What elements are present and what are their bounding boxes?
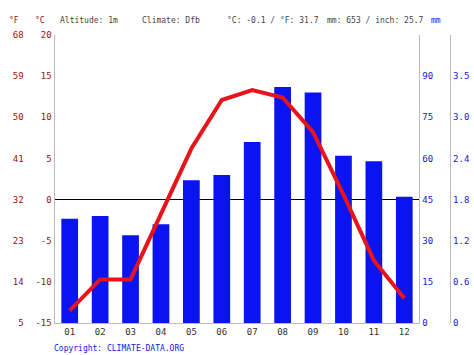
svg-text:10: 10 [338,327,349,337]
svg-text:60: 60 [422,154,433,164]
svg-text:-5: -5 [41,236,52,246]
svg-text:50: 50 [13,112,24,122]
svg-text:0: 0 [46,195,51,205]
svg-text:mm: 653 / inch: 25.7: mm: 653 / inch: 25.7 [327,16,424,25]
svg-text:02: 02 [95,327,106,337]
svg-text:1.8: 1.8 [453,195,469,205]
svg-text:3.0: 3.0 [453,112,469,122]
svg-text:41: 41 [13,154,24,164]
svg-text:1.2: 1.2 [453,236,469,246]
svg-text:08: 08 [277,327,288,337]
svg-text:12: 12 [399,327,410,337]
svg-text:09: 09 [308,327,319,337]
svg-text:5: 5 [18,318,23,328]
svg-text:01: 01 [64,327,75,337]
svg-text:04: 04 [156,327,167,337]
svg-text:10: 10 [41,112,52,122]
svg-text:75: 75 [422,112,433,122]
svg-text:°C: -0.1 / °F: 31.7: °C: -0.1 / °F: 31.7 [227,16,319,25]
svg-text:0: 0 [422,318,427,328]
svg-text:-10: -10 [35,277,51,287]
svg-text:07: 07 [247,327,258,337]
svg-text:30: 30 [422,236,433,246]
svg-text:5: 5 [46,154,51,164]
svg-text:68: 68 [13,30,24,40]
svg-text:3.5: 3.5 [453,71,469,81]
svg-text:15: 15 [422,277,433,287]
svg-text:59: 59 [13,71,24,81]
svg-text:mm: mm [431,16,441,25]
svg-text:06: 06 [216,327,227,337]
svg-text:45: 45 [422,195,433,205]
svg-text:15: 15 [41,71,52,81]
svg-text:°F: °F [9,16,19,25]
svg-text:°C: °C [35,16,45,25]
svg-text:Copyright: CLIMATE-DATA.ORG: Copyright: CLIMATE-DATA.ORG [54,344,184,353]
svg-text:20: 20 [41,30,52,40]
svg-text:0: 0 [453,318,458,328]
svg-text:03: 03 [125,327,136,337]
svg-text:-15: -15 [35,318,51,328]
svg-text:0.6: 0.6 [453,277,469,287]
svg-text:Altitude: 1m: Altitude: 1m [60,16,118,25]
svg-text:23: 23 [13,236,24,246]
svg-text:Climate: Dfb: Climate: Dfb [142,16,200,25]
svg-text:14: 14 [13,277,24,287]
svg-text:32: 32 [13,195,24,205]
svg-text:05: 05 [186,327,197,337]
svg-text:2.4: 2.4 [453,154,469,164]
svg-text:90: 90 [422,71,433,81]
svg-text:11: 11 [368,327,379,337]
